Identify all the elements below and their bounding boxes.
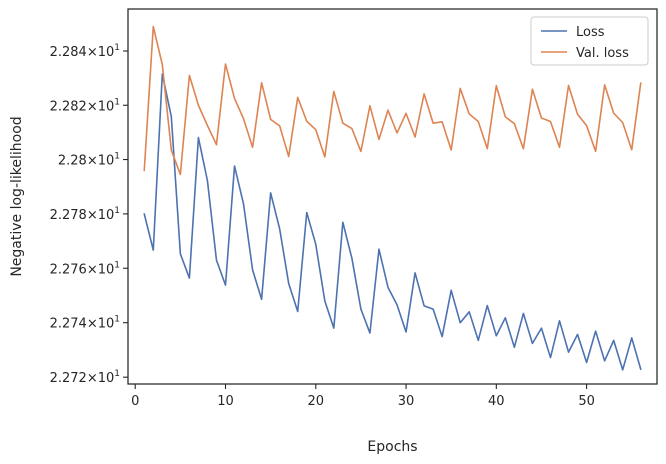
x-tick-label: 40 <box>488 394 505 409</box>
legend: Loss Val. loss <box>530 16 649 66</box>
x-tick-label: 30 <box>398 394 415 409</box>
y-tick-label: 2.284×101 <box>50 43 120 60</box>
y-tick-label: 2.282×101 <box>50 97 120 114</box>
series-line-1 <box>143 25 642 176</box>
legend-box <box>530 16 649 66</box>
plot-frame <box>127 8 658 385</box>
x-axis-label: Epochs <box>367 439 417 455</box>
y-tick-label: 2.274×101 <box>50 315 120 332</box>
series-layer <box>143 25 642 371</box>
x-tick-label: 50 <box>578 394 595 409</box>
y-tick-label: 2.276×101 <box>50 260 120 277</box>
x-tick-label: 10 <box>217 394 234 409</box>
y-axis-label: Negative log-likelihood <box>9 116 25 276</box>
legend-label-0: Loss <box>576 25 605 40</box>
x-tick-label: 20 <box>307 394 324 409</box>
y-tick-label: 2.278×101 <box>50 206 120 223</box>
y-tick-label: 2.272×101 <box>50 369 120 386</box>
x-axis: 0 10 20 30 40 50 <box>131 384 595 409</box>
series-line-0 <box>143 73 642 371</box>
legend-label-1: Val. loss <box>576 46 629 61</box>
x-tick-label: 0 <box>131 394 139 409</box>
y-axis: 2.272×101 2.274×101 2.276×101 2.278×101 2.28… <box>50 43 128 386</box>
y-tick-label: 2.28×101 <box>58 152 120 169</box>
